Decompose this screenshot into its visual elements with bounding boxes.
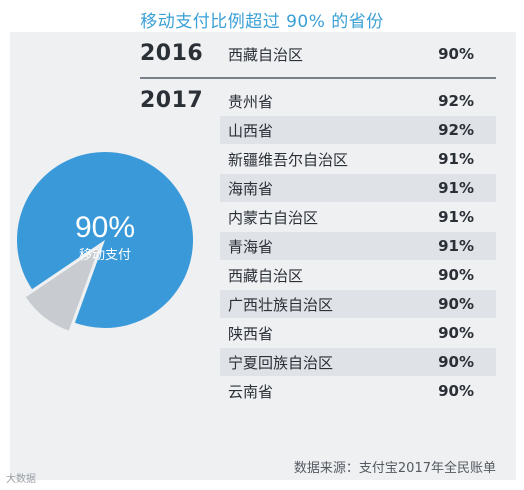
table-row: 西藏自治区 90% <box>220 40 496 68</box>
table-row: 广西壮族自治区 90% <box>220 290 496 318</box>
province-name: 陕西省 <box>228 324 274 343</box>
year-label: 2016 <box>140 41 204 66</box>
table-row: 海南省 91% <box>220 174 496 202</box>
province-value: 90% <box>438 295 474 313</box>
province-name: 西藏自治区 <box>228 266 304 285</box>
province-name: 西藏自治区 <box>228 45 304 64</box>
province-name: 海南省 <box>228 179 274 198</box>
year-divider <box>140 77 496 79</box>
data-source: 数据来源：支付宝2017年全民账单 <box>293 461 496 476</box>
province-value: 91% <box>438 150 474 168</box>
pie-value-label: 90% <box>75 211 135 244</box>
province-name: 山西省 <box>228 121 274 140</box>
province-name: 新疆维吾尔自治区 <box>228 150 349 169</box>
province-name: 贵州省 <box>228 92 274 111</box>
province-value: 91% <box>438 179 474 197</box>
table-row: 新疆维吾尔自治区 91% <box>220 145 496 173</box>
province-value: 91% <box>438 237 474 255</box>
province-name: 广西壮族自治区 <box>228 295 334 314</box>
table-row: 山西省 92% <box>220 116 496 144</box>
year-label: 2017 <box>140 88 204 113</box>
page-title: 移动支付比例超过 90% 的省份 <box>140 12 384 32</box>
pie-category-label: 移动支付 <box>79 248 131 263</box>
table-row: 宁夏回族自治区 90% <box>220 348 496 376</box>
province-value: 90% <box>438 324 474 342</box>
table-row: 云南省 90% <box>220 377 496 405</box>
province-name: 宁夏回族自治区 <box>228 353 334 372</box>
province-value: 90% <box>438 353 474 371</box>
table-row: 青海省 91% <box>220 232 496 260</box>
pie-slice-other <box>25 247 99 331</box>
province-value: 90% <box>438 382 474 400</box>
province-value: 92% <box>438 121 474 139</box>
mobile-payment-pie-chart: 90% 移动支付 <box>16 151 193 331</box>
province-value: 91% <box>438 208 474 226</box>
table-row: 贵州省 92% <box>220 87 496 115</box>
table-row: 陕西省 90% <box>220 319 496 347</box>
province-value: 90% <box>438 266 474 284</box>
province-name: 青海省 <box>228 237 274 256</box>
province-value: 90% <box>438 45 474 63</box>
province-name: 云南省 <box>228 382 274 401</box>
watermark: 大数据 <box>6 474 36 485</box>
pie-slice-mobile-payment <box>16 151 193 328</box>
table-row: 内蒙古自治区 91% <box>220 203 496 231</box>
province-value: 92% <box>438 92 474 110</box>
table-row: 西藏自治区 90% <box>220 261 496 289</box>
province-name: 内蒙古自治区 <box>228 208 319 227</box>
